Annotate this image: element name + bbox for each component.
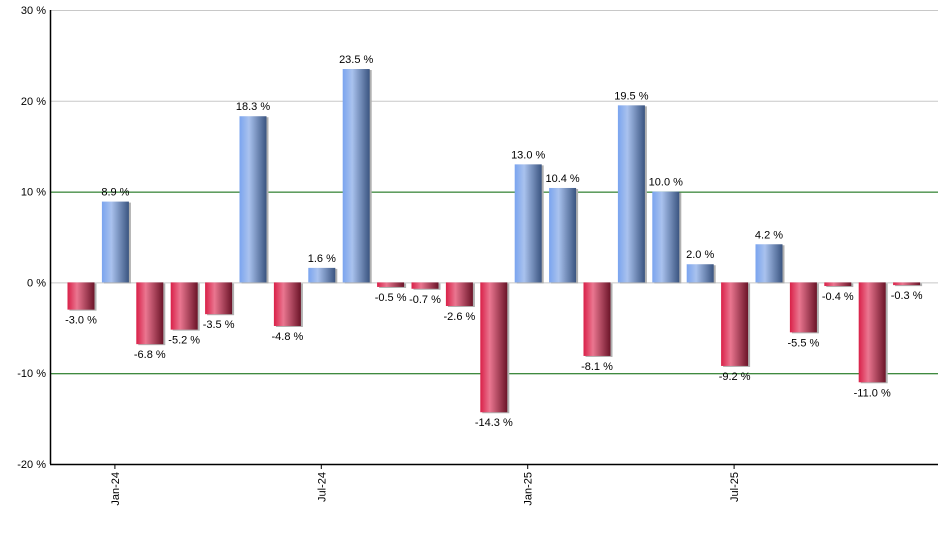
bar	[445, 282, 473, 307]
data-label: 19.5 %	[614, 90, 648, 102]
data-label: -3.0 %	[65, 315, 97, 327]
data-label: -11.0 %	[854, 387, 891, 399]
bar	[101, 201, 129, 283]
data-label: -8.1 %	[581, 361, 613, 373]
data-label: -0.3 %	[891, 290, 923, 302]
y-axis: -20 % -10 % 0 % 10 % 20 % 30 %	[17, 5, 52, 471]
bar	[583, 282, 611, 356]
data-label: 10.0 %	[649, 177, 683, 189]
y-tick-label: 20 %	[21, 96, 46, 108]
bar	[721, 282, 749, 366]
bar	[755, 244, 783, 283]
y-tick-label: -10 %	[17, 368, 46, 380]
data-label: -5.2 %	[168, 335, 200, 347]
x-axis: Jan-24 Jul-24 Jan-25 Jul-25	[50, 463, 938, 506]
data-label: 23.5 %	[339, 54, 373, 66]
bar	[824, 282, 852, 287]
bar	[514, 164, 542, 283]
bar	[652, 191, 680, 283]
bar	[411, 282, 439, 289]
data-label: -5.5 %	[788, 337, 820, 349]
data-label: 10.4 %	[545, 173, 579, 185]
x-tick-label: Jan-24	[110, 472, 122, 506]
bar	[170, 282, 198, 330]
bar	[377, 282, 405, 287]
x-tick-label: Jul-25	[729, 472, 741, 502]
data-label: -3.5 %	[203, 319, 235, 331]
bar	[308, 267, 336, 283]
data-label: -0.5 %	[375, 292, 407, 304]
data-label: -4.8 %	[272, 331, 304, 343]
data-label: -9.2 %	[719, 371, 751, 383]
bar	[893, 282, 921, 286]
y-tick-label: -20 %	[17, 459, 46, 471]
bars: -3.0 % 8.9 % -6.8 %-5.2 %-3.5 % 18.3 % -4.8 …	[65, 54, 923, 429]
bar	[617, 105, 645, 283]
data-label: -0.7 %	[409, 294, 441, 306]
data-label: 18.3 %	[236, 101, 270, 113]
bar	[136, 282, 164, 345]
data-label: 1.6 %	[308, 253, 336, 265]
data-label: 2.0 %	[686, 249, 714, 261]
bar	[342, 69, 370, 283]
x-tick-label: Jul-24	[316, 472, 328, 502]
data-label: -14.3 %	[475, 417, 513, 429]
bar	[273, 282, 301, 326]
y-tick-label: 0 %	[27, 277, 46, 289]
bar	[686, 264, 714, 283]
data-label: 13.0 %	[511, 149, 545, 161]
bar	[549, 187, 577, 283]
y-tick-label: 10 %	[21, 187, 46, 199]
bar	[239, 116, 267, 283]
y-tick-label: 30 %	[21, 5, 46, 17]
bar	[789, 282, 817, 333]
bar	[858, 282, 886, 383]
bar	[480, 282, 508, 413]
data-label: 4.2 %	[755, 229, 783, 241]
data-label: -6.8 %	[134, 349, 166, 361]
data-label: 8.9 %	[101, 187, 129, 199]
data-label: -0.4 %	[822, 291, 854, 303]
data-label: -2.6 %	[444, 311, 476, 323]
bar	[67, 282, 95, 310]
bar	[205, 282, 233, 315]
x-tick-label: Jan-25	[523, 472, 535, 506]
